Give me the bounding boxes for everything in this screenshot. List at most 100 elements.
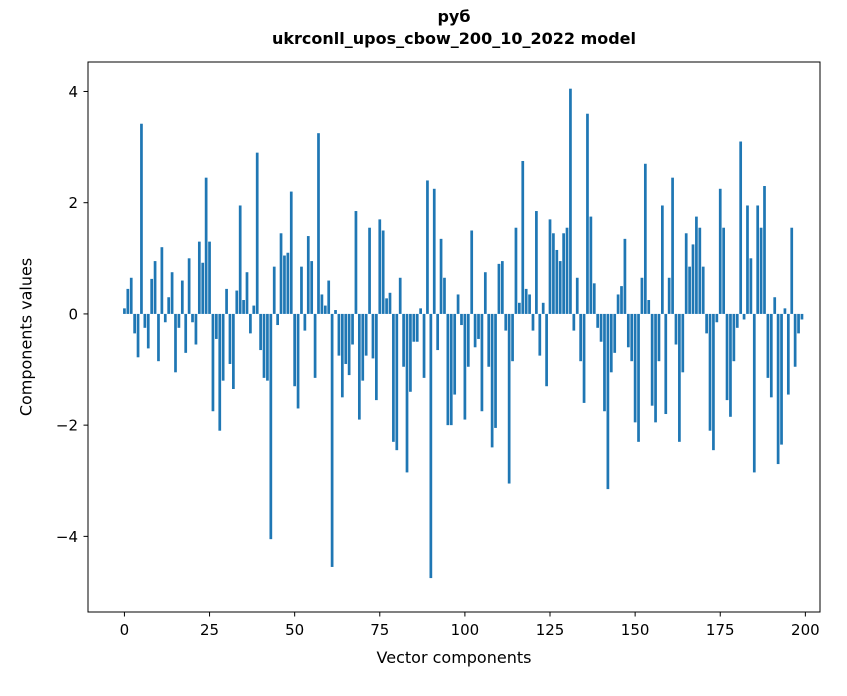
x-tick-label: 200 [791,621,820,639]
bar [167,297,171,314]
bar [174,313,177,373]
bar [392,313,395,442]
bar [402,313,405,367]
bar [191,313,194,323]
bar [388,292,392,314]
bar [657,313,661,362]
bar [170,272,174,314]
bar [242,300,245,314]
bar [245,272,249,314]
bar [204,177,208,314]
bar [412,313,416,342]
bar [725,313,729,401]
bar [398,277,402,314]
bar [664,313,668,415]
bar [497,263,501,314]
bar [426,180,429,314]
bar [552,233,555,314]
bar [786,313,790,395]
bar [232,313,235,389]
bar [283,255,286,314]
bar [739,141,743,314]
bar [613,313,617,353]
bar [303,313,307,331]
bar [449,313,453,426]
bar [623,238,627,314]
bar [344,313,348,364]
x-axis-label: Vector components [376,648,532,667]
bar [715,313,719,323]
bar [511,313,514,362]
bar [695,216,698,314]
bar [157,313,160,362]
y-tick-label: 0 [68,305,78,323]
bar [633,313,637,423]
bar [289,191,293,314]
bar [235,290,239,314]
bar [524,288,528,314]
bar [596,313,600,328]
bar [184,313,188,353]
bar [150,278,154,314]
bar [429,313,433,579]
bar [293,313,297,387]
bar [586,113,589,314]
bar [313,313,317,378]
bar [538,313,542,356]
bar [160,247,164,314]
bar [163,313,167,323]
bar [446,313,450,426]
bar [266,313,269,381]
chart-title: руб [437,7,471,26]
bar [201,262,205,314]
bar [371,313,375,359]
bar [269,313,273,540]
bar [541,302,545,314]
bar [334,310,337,314]
bar [317,133,320,314]
bar [562,233,565,314]
bar [630,313,634,362]
bar [766,313,770,378]
y-tick-label: 2 [68,194,78,212]
bar [276,313,279,326]
bar [153,261,157,314]
bar [197,241,201,314]
bar [187,258,191,314]
bar [616,294,620,314]
bar [746,205,749,314]
bar [361,313,365,381]
bar [310,261,314,314]
bar [558,261,562,314]
bar [214,313,218,339]
bar [514,227,518,314]
bar [432,188,436,314]
bar [385,298,388,314]
bar [337,313,341,356]
bar [490,313,494,448]
bar [712,313,715,451]
bar [487,313,491,367]
bar [453,313,457,395]
bar [620,286,623,314]
bar [603,313,606,412]
bar [647,300,651,314]
bar [654,313,657,423]
bar [123,308,126,314]
bar [262,313,266,378]
y-tick-label: 4 [68,83,78,101]
bar [609,313,613,373]
bar [528,294,531,314]
bar [460,313,463,326]
bar [756,205,760,314]
bar [606,313,610,490]
bar [688,266,691,314]
bar [347,313,351,376]
bar [466,313,470,367]
bar [211,313,215,412]
bar [681,313,685,373]
bar [456,294,460,314]
bar [500,261,504,314]
x-tick-label: 75 [370,621,389,639]
bar [504,313,508,331]
